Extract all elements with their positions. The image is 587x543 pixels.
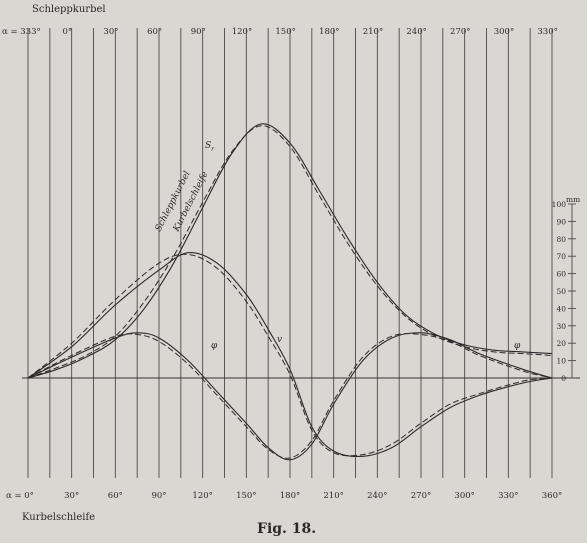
curve-5-solid bbox=[27, 332, 553, 461]
figure-caption: Fig. 18. bbox=[257, 521, 316, 537]
right-axis-tick-label: 50 bbox=[556, 287, 566, 296]
bottom-tick-label: 120° bbox=[192, 491, 212, 501]
top-tick-label: 300° bbox=[494, 27, 514, 37]
right-axis-tick-label: 20 bbox=[556, 339, 566, 348]
top-tick-label: 240° bbox=[406, 27, 426, 37]
curve-1-solid bbox=[27, 123, 553, 379]
bottom-tick-label: 60° bbox=[108, 491, 123, 501]
top-axis-start-label: α = 333° bbox=[2, 27, 41, 37]
top-tick-label: 150° bbox=[275, 27, 295, 37]
top-tick-label: 60° bbox=[147, 27, 162, 37]
curve-6-dashed bbox=[27, 333, 553, 459]
top-tick-label: 270° bbox=[450, 27, 470, 37]
top-axis-title: Schleppkurbel bbox=[32, 4, 106, 15]
right-axis-tick-label: 90 bbox=[556, 217, 566, 226]
label-phi-right: φ bbox=[514, 341, 521, 351]
curves-group bbox=[27, 123, 553, 461]
top-tick-label: 330° bbox=[537, 27, 557, 37]
label-phi-left: φ bbox=[211, 341, 218, 351]
top-tick-label: 30° bbox=[103, 27, 118, 37]
right-axis-tick-label: 100 bbox=[552, 200, 567, 209]
right-axis-tick-label: 30 bbox=[556, 322, 566, 331]
bottom-tick-label: 150° bbox=[236, 491, 256, 501]
bottom-tick-label: 240° bbox=[367, 491, 387, 501]
top-tick-label: 0° bbox=[62, 27, 72, 37]
bottom-axis-title: Kurbelschleife bbox=[22, 512, 95, 523]
bottom-tick-label: 90° bbox=[151, 491, 166, 501]
bottom-tick-label: 360° bbox=[542, 491, 562, 501]
top-tick-label: 120° bbox=[232, 27, 252, 37]
right-axis-tick-label: 0 bbox=[561, 374, 566, 383]
right-axis-tick-label: 60 bbox=[556, 270, 566, 279]
bottom-tick-label: 330° bbox=[498, 491, 518, 501]
bottom-tick-labels: 30° 60° 90° 120° 150° 180° 210° 240° 270° 300° 330… bbox=[64, 491, 562, 501]
bottom-axis-start-label: α = 0° bbox=[6, 491, 34, 501]
bottom-tick-label: 270° bbox=[411, 491, 431, 501]
right-axis-tick-label: 40 bbox=[556, 304, 566, 313]
vertical-grid bbox=[27, 28, 553, 478]
right-axis-tick-label: 70 bbox=[556, 252, 566, 261]
curve-4-dashed bbox=[27, 253, 553, 457]
right-axis-tick-label: 80 bbox=[556, 235, 566, 244]
curve-3-solid bbox=[27, 251, 553, 457]
label-sr: Sr bbox=[205, 141, 215, 153]
label-v: v bbox=[277, 335, 282, 345]
right-axis-tick-label: 10 bbox=[556, 357, 566, 366]
right-axis-unit: mm bbox=[566, 195, 580, 204]
top-tick-labels: 0° 30° 60° 90° 120° 150° 180° 210° 240° 270° 300° 3… bbox=[62, 27, 557, 37]
bottom-tick-label: 30° bbox=[64, 491, 79, 501]
bottom-tick-label: 180° bbox=[280, 491, 300, 501]
top-tick-label: 210° bbox=[363, 27, 383, 37]
bottom-tick-label: 300° bbox=[454, 491, 474, 501]
bottom-tick-label: 210° bbox=[323, 491, 343, 501]
top-tick-label: 90° bbox=[191, 27, 206, 37]
right-scale-axis: 0 10 20 30 40 50 60 70 80 90 100 bbox=[552, 200, 576, 383]
top-tick-label: 180° bbox=[319, 27, 339, 37]
